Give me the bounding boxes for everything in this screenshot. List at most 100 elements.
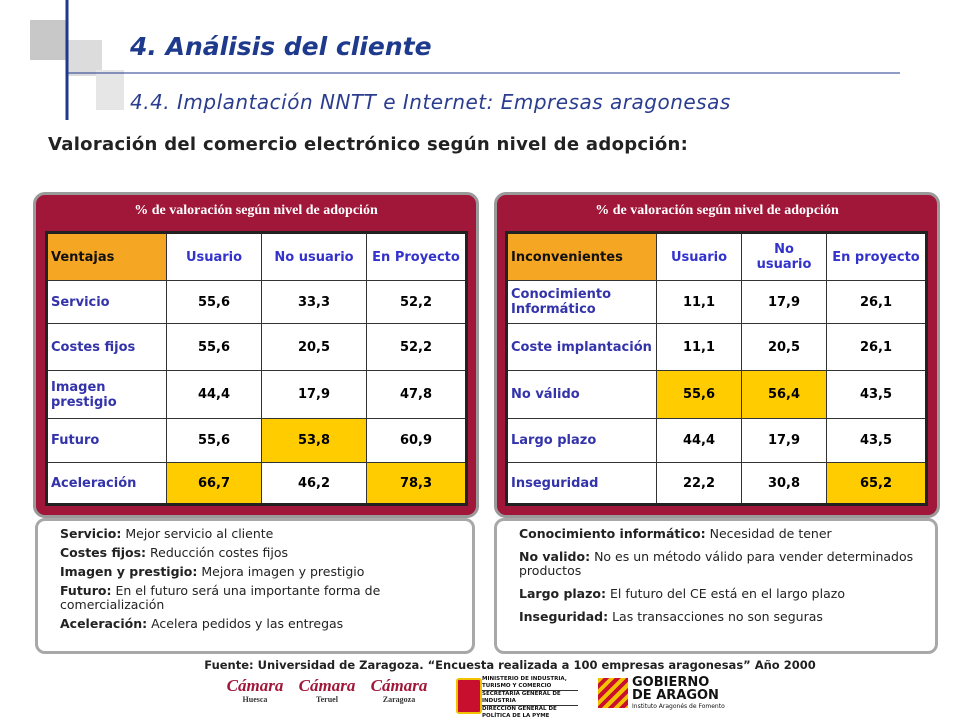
- panel-caption: % de valoración según nivel de adopción: [595, 203, 839, 218]
- row-label: Aceleración: [46, 462, 167, 505]
- table-cell: 65,2: [826, 462, 927, 505]
- government-logo: GOBIERNO DE ARAGON Instituto Aragonés de F…: [632, 676, 752, 712]
- camara-logo: Cámara Teruel: [292, 676, 362, 705]
- panel-caption: % de valoración según nivel de adopción: [134, 203, 378, 218]
- notes-box: Conocimiento informático: Necesidad de t…: [494, 518, 938, 654]
- note-term: Costes fijos:: [60, 545, 147, 560]
- note-text: Mejora imagen y prestigio: [201, 564, 365, 579]
- note-term: Aceleración:: [60, 616, 148, 631]
- row-label: Futuro: [46, 418, 167, 463]
- table-cell: 43,5: [826, 418, 927, 463]
- note: No valido: No es un método válido para v…: [519, 550, 927, 578]
- note: Largo plazo: El futuro del CE está en el…: [519, 587, 927, 601]
- subtitle: 4.4. Implantación NNTT e Internet: Empre…: [130, 90, 731, 114]
- note-term: Servicio:: [60, 526, 122, 541]
- header-cell: En proyecto: [826, 232, 927, 281]
- note-text: En el futuro será una importante forma d…: [60, 583, 381, 612]
- table-cell: 53,8: [261, 418, 367, 463]
- camara-city: Huesca: [242, 695, 268, 704]
- table-cell: 52,2: [366, 280, 467, 324]
- header-cell: No usuario: [741, 232, 827, 281]
- header-cell: Ventajas: [46, 232, 167, 281]
- note: Imagen y prestigio: Mejora imagen y pres…: [60, 565, 464, 579]
- data-table: Ventajas Usuario No usuario En Proyecto Serv…: [45, 231, 468, 506]
- camara-name: Cámara: [370, 676, 428, 695]
- table-cell: 26,1: [826, 280, 927, 324]
- header-cell: No usuario: [261, 232, 367, 281]
- header-cell: Usuario: [166, 232, 262, 281]
- table-cell: 44,4: [656, 418, 742, 463]
- table-cell: 47,8: [366, 370, 467, 419]
- government-line: DE ARAGON: [632, 688, 719, 703]
- heading: Valoración del comercio electrónico segú…: [48, 134, 689, 155]
- government-line: GOBIERNO: [632, 675, 710, 690]
- note-text: No es un método válido para vender deter…: [519, 549, 914, 578]
- table-cell: 43,5: [826, 370, 927, 419]
- camara-logo: Cámara Huesca: [220, 676, 290, 705]
- row-label: Costes fijos: [46, 323, 167, 371]
- table-cell: 20,5: [741, 323, 827, 371]
- table-cell: 11,1: [656, 280, 742, 324]
- table-cell: 44,4: [166, 370, 262, 419]
- table-cell: 60,9: [366, 418, 467, 463]
- ministry-line: MINISTERIO DE INDUSTRIA, TURISMO Y COMER…: [482, 676, 567, 689]
- table-cell: 66,7: [166, 462, 262, 505]
- table-cell: 55,6: [166, 280, 262, 324]
- note-text: Acelera pedidos y las entregas: [151, 616, 344, 631]
- ministry-logo: MINISTERIO DE INDUSTRIA, TURISMO Y COMER…: [482, 676, 578, 720]
- note-term: Imagen y prestigio:: [60, 564, 198, 579]
- table-cell: 30,8: [741, 462, 827, 505]
- row-label: No válido: [506, 370, 657, 419]
- table-row: Futuro 55,6 53,8 60,9: [46, 418, 467, 463]
- note-term: Futuro:: [60, 583, 112, 598]
- row-label: Coste implantación: [506, 323, 657, 371]
- table-cell: 78,3: [366, 462, 467, 505]
- note: Futuro: En el futuro será una importante…: [60, 584, 464, 612]
- table-row: Imagen prestigio 44,4 17,9 47,8: [46, 370, 467, 419]
- note-term: Largo plazo:: [519, 586, 606, 601]
- notes-box: Servicio: Mejor servicio al cliente Coste…: [35, 518, 475, 654]
- camara-city: Zaragoza: [382, 695, 416, 704]
- note-term: No valido:: [519, 549, 591, 564]
- table-cell: 11,1: [656, 323, 742, 371]
- row-label: Conocimiento Informático: [506, 280, 657, 324]
- note-text: Reducción costes fijos: [150, 545, 289, 560]
- table-cell: 33,3: [261, 280, 367, 324]
- table-cell: 46,2: [261, 462, 367, 505]
- table-cell: 55,6: [166, 323, 262, 371]
- table-cell: 20,5: [261, 323, 367, 371]
- row-label: Largo plazo: [506, 418, 657, 463]
- note-term: Inseguridad:: [519, 609, 609, 624]
- data-table: Inconvenientes Usuario No usuario En proyec…: [505, 231, 928, 506]
- camara-city: Teruel: [316, 695, 338, 704]
- ministry-shield: [456, 678, 482, 714]
- note: Conocimiento informático: Necesidad de t…: [519, 527, 927, 541]
- row-label: Servicio: [46, 280, 167, 324]
- header-cell: Usuario: [656, 232, 742, 281]
- table-cell: 55,6: [656, 370, 742, 419]
- table-row: Inseguridad 22,2 30,8 65,2: [506, 462, 927, 505]
- table-cell: 56,4: [741, 370, 827, 419]
- table-cell: 17,9: [741, 280, 827, 324]
- table-row: No válido 55,6 56,4 43,5: [506, 370, 927, 419]
- row-label: Inseguridad: [506, 462, 657, 505]
- note-text: Las transacciones no son seguras: [612, 609, 823, 624]
- note: Servicio: Mejor servicio al cliente: [60, 527, 464, 541]
- note-text: Mejor servicio al cliente: [125, 526, 274, 541]
- camara-name: Cámara: [298, 676, 356, 695]
- header-cell: En Proyecto: [366, 232, 467, 281]
- title: 4. Análisis del cliente: [130, 32, 432, 61]
- table-row: Aceleración 66,7 46,2 78,3: [46, 462, 467, 505]
- camara-logo: Cámara Zaragoza: [364, 676, 434, 705]
- ministry-line: DIRECCIÓN GENERAL DE POLÍTICA DE LA PYME: [482, 705, 578, 720]
- camara-name: Cámara: [226, 676, 284, 695]
- table-cell: 17,9: [741, 418, 827, 463]
- note-term: Conocimiento informático:: [519, 526, 706, 541]
- ministry-line: SECRETARÍA GENERAL DE INDUSTRIA: [482, 690, 578, 705]
- note: Aceleración: Acelera pedidos y las entre…: [60, 617, 464, 631]
- table-cell: 55,6: [166, 418, 262, 463]
- table-cell: 26,1: [826, 323, 927, 371]
- note-text: Necesidad de tener: [709, 526, 832, 541]
- table-cell: 17,9: [261, 370, 367, 419]
